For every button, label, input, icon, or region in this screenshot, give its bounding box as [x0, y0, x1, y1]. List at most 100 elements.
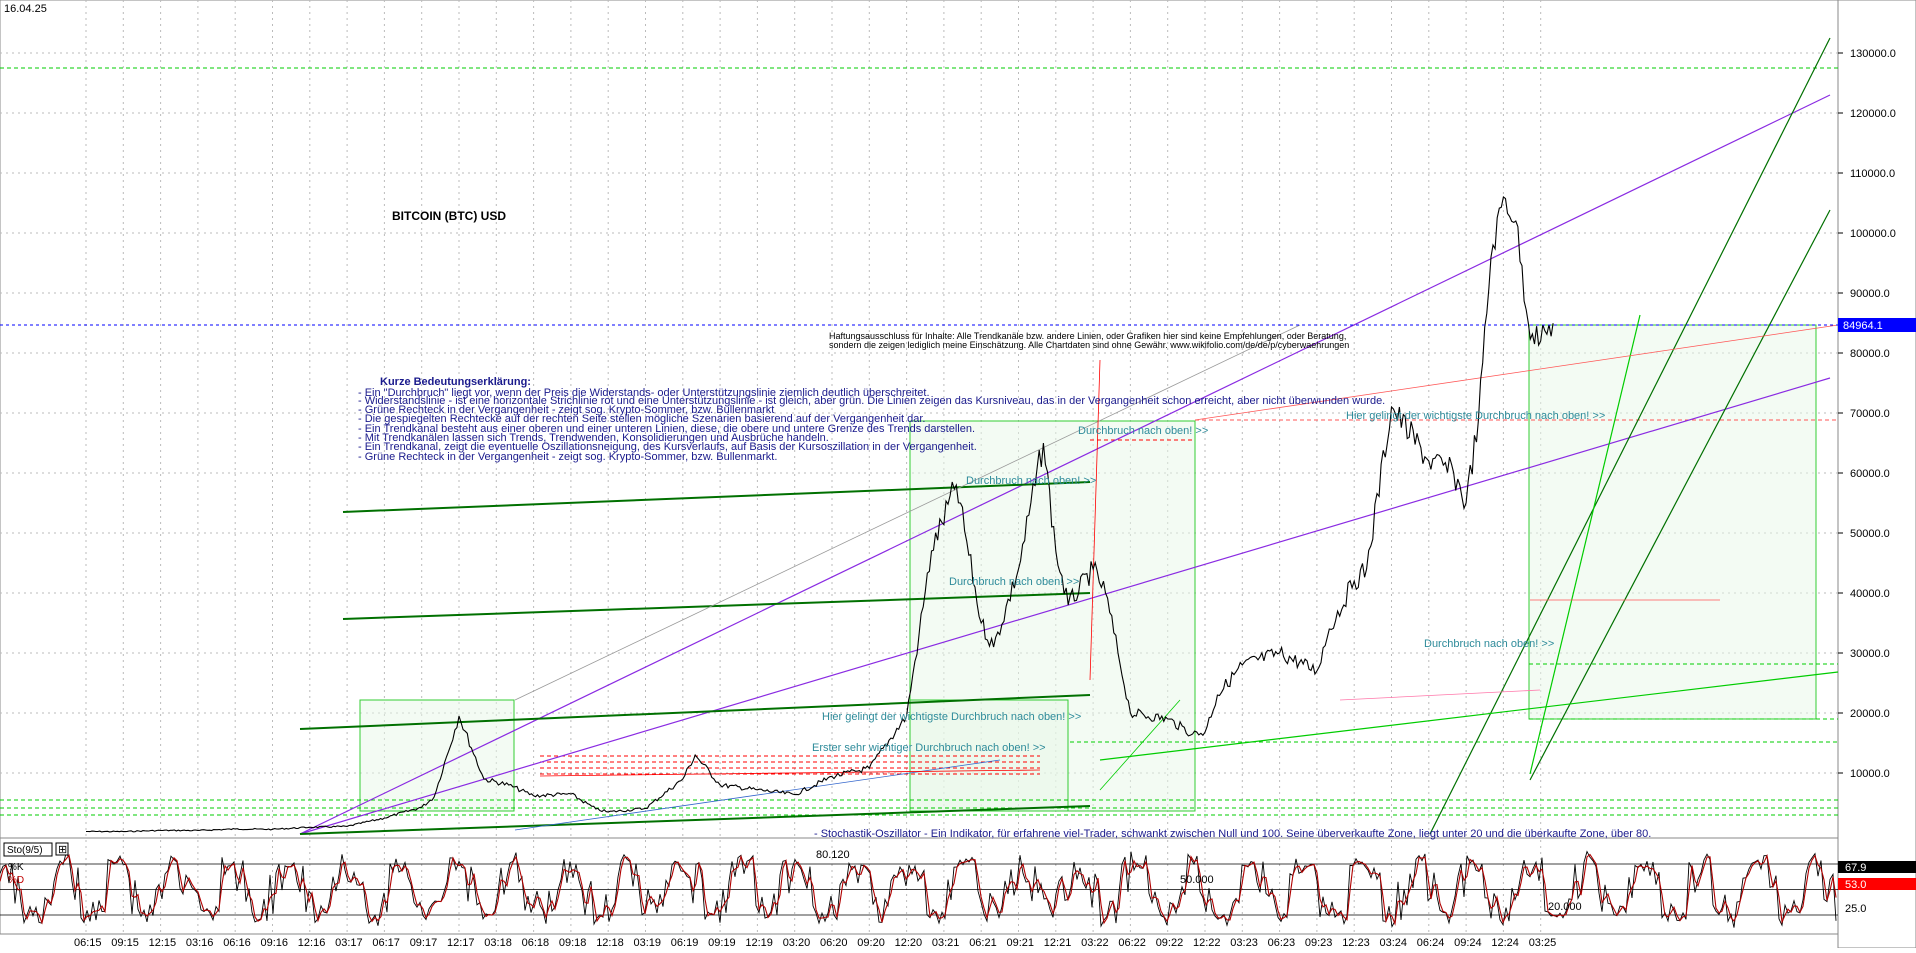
- x-tick-label: 09:16: [261, 937, 289, 948]
- y-tick-label: 20000.0: [1850, 708, 1890, 720]
- x-tick-label: 03:23: [1230, 937, 1258, 948]
- x-tick-label: 06:21: [969, 937, 997, 948]
- trend-channel-line: [299, 377, 1831, 835]
- oscillator-level-50: 50.000: [1180, 874, 1214, 886]
- legend-line-7: - Ein Trendkanal, zeigt die eventuelle O…: [358, 441, 977, 453]
- x-tick-label: 09:19: [708, 937, 736, 948]
- trend-channel-line: [1099, 671, 1839, 761]
- disclaimer-line-2: sondern die zeigen lediglich meine Einsc…: [829, 340, 1349, 350]
- oscillator-k-value: 67.9: [1845, 862, 1866, 874]
- oscillator-d-box: [1838, 878, 1916, 890]
- price-line-btc: [86, 196, 1554, 833]
- trend-channel-line: [539, 769, 1041, 777]
- x-tick-label: 03:20: [783, 937, 811, 948]
- trend-channels: [299, 37, 1839, 835]
- x-tick-label: 09:24: [1454, 937, 1482, 948]
- trend-channel-line: [342, 481, 1091, 513]
- x-tick-label: 09:20: [857, 937, 885, 948]
- current-price-value: 84964.1: [1843, 320, 1883, 332]
- legend-line-2: - Widerstandslinie - ist eine horizontal…: [358, 395, 1385, 407]
- x-tick-label: 12:22: [1193, 937, 1221, 948]
- x-tick-label: 03:25: [1529, 937, 1557, 948]
- oscillator-axis-25: 25.0: [1845, 903, 1866, 915]
- x-axis: 06:15 09:15 12:15 03:16 06:16 09:16 12:16 03:17…: [74, 937, 1557, 949]
- y-tick-label: 110000.0: [1850, 168, 1895, 180]
- y-tick-label: 130000.0: [1850, 48, 1896, 60]
- legend-line-8: - Grüne Rechteck in der Vergangenheit - …: [358, 451, 777, 463]
- x-tick-label: 06:22: [1118, 937, 1146, 948]
- annotation-breakout-2: Durchbruch nach oben! >>: [966, 475, 1096, 487]
- annotation-breakout-3: Durchbruch nach oben! >>: [949, 576, 1079, 588]
- legend-line-1: - Ein "Durchbruch" liegt vor, wenn der P…: [358, 387, 930, 399]
- y-tick-label: 70000.0: [1850, 408, 1890, 420]
- y-tick-label: 30000.0: [1850, 648, 1890, 660]
- legend-line-3: - Grüne Rechteck in der Vergangenheit - …: [358, 404, 774, 416]
- oscillator-panel: [0, 837, 1839, 935]
- bull-market-rectangle: [1528, 324, 1817, 720]
- x-tick-label: 12:19: [745, 937, 773, 948]
- oscillator-toggle-button[interactable]: [55, 842, 69, 856]
- trend-channel-line: [299, 694, 1091, 730]
- x-tick-label: 09:21: [1007, 937, 1035, 948]
- annotation-most-important-1: Hier gelingt der wichtigste Durchbruch n…: [1346, 410, 1605, 422]
- y-tick-label: 10000.0: [1850, 768, 1890, 780]
- trend-channel-line: [1529, 314, 1641, 775]
- x-tick-label: 12:21: [1044, 937, 1072, 948]
- price-series: [86, 196, 1554, 833]
- oscillator-level-20: 20.000: [1548, 901, 1582, 913]
- x-tick-label: 09:18: [559, 937, 587, 948]
- y-tick-label: 100000.0: [1850, 228, 1896, 240]
- x-tick-label: 12:24: [1491, 937, 1519, 948]
- x-tick-label: 06:23: [1268, 937, 1296, 948]
- x-tick-label: 06:19: [671, 937, 699, 948]
- x-tick-label: 03:22: [1081, 937, 1109, 948]
- x-tick-label: 09:15: [111, 937, 139, 948]
- annotation-most-important-2: Hier gelingt der wichtigste Durchbruch n…: [822, 711, 1081, 723]
- y-tick-label: 50000.0: [1850, 528, 1890, 540]
- current-price-box: [1838, 318, 1916, 332]
- y-tick-label: 60000.0: [1850, 468, 1890, 480]
- oscillator-k-box: [1838, 861, 1916, 873]
- trend-channel-line: [1529, 209, 1831, 781]
- annotation-breakout-4: Durchbruch nach oben! >>: [1424, 638, 1554, 650]
- trend-channel-line: [1099, 699, 1181, 791]
- stochastic-oscillator: [0, 850, 1838, 929]
- y-tick-label: 120000.0: [1850, 108, 1896, 120]
- x-tick-label: 12:17: [447, 937, 475, 948]
- annotation-breakout-1: Durchbruch nach oben! >>: [1078, 425, 1208, 437]
- disclaimer-line-1: Haftungsausschluss für Inhalte: Alle Tre…: [829, 331, 1346, 341]
- x-tick-label: 03:18: [484, 937, 512, 948]
- x-tick-label: 12:16: [298, 937, 326, 948]
- oscillator-k-label: %K: [8, 862, 24, 873]
- x-tick-label: 09:23: [1305, 937, 1333, 948]
- x-tick-label: 09:22: [1156, 937, 1184, 948]
- x-tick-label: 06:16: [223, 937, 251, 948]
- x-tick-label: 03:17: [335, 937, 363, 948]
- x-tick-label: 06:17: [372, 937, 400, 948]
- x-tick-label: 12:18: [596, 937, 624, 948]
- x-tick-label: 03:21: [932, 937, 960, 948]
- trend-channel-line: [1429, 37, 1831, 835]
- trend-channel-line: [1339, 689, 1541, 701]
- trend-channel-line: [514, 324, 1301, 701]
- x-tick-label: 06:15: [74, 937, 102, 948]
- header-date: 16.04.25: [4, 3, 47, 15]
- trend-channel-line: [299, 805, 1091, 835]
- y-tick-label: 90000.0: [1850, 288, 1890, 300]
- oscillator-k-line: [0, 850, 1837, 929]
- x-tick-label: 03:24: [1380, 937, 1408, 948]
- x-tick-label: 06:18: [522, 937, 550, 948]
- trend-channel-line: [342, 592, 1091, 620]
- x-tick-label: 12:15: [149, 937, 177, 948]
- x-tick-label: 06:20: [820, 937, 848, 948]
- trend-channel-line: [1089, 359, 1101, 681]
- x-tick-label: 09:17: [410, 937, 438, 948]
- legend-heading: Kurze Bedeutungserklärung:: [380, 376, 531, 388]
- oscillator-label-box[interactable]: [3, 842, 53, 857]
- support-resistance-lines: [0, 67, 1838, 816]
- legend-line-5: - Ein Trendkanal besteht aus einer obere…: [358, 423, 975, 435]
- plus-icon: ⊞: [58, 844, 67, 856]
- oscillator-d-value: 53.0: [1845, 879, 1866, 891]
